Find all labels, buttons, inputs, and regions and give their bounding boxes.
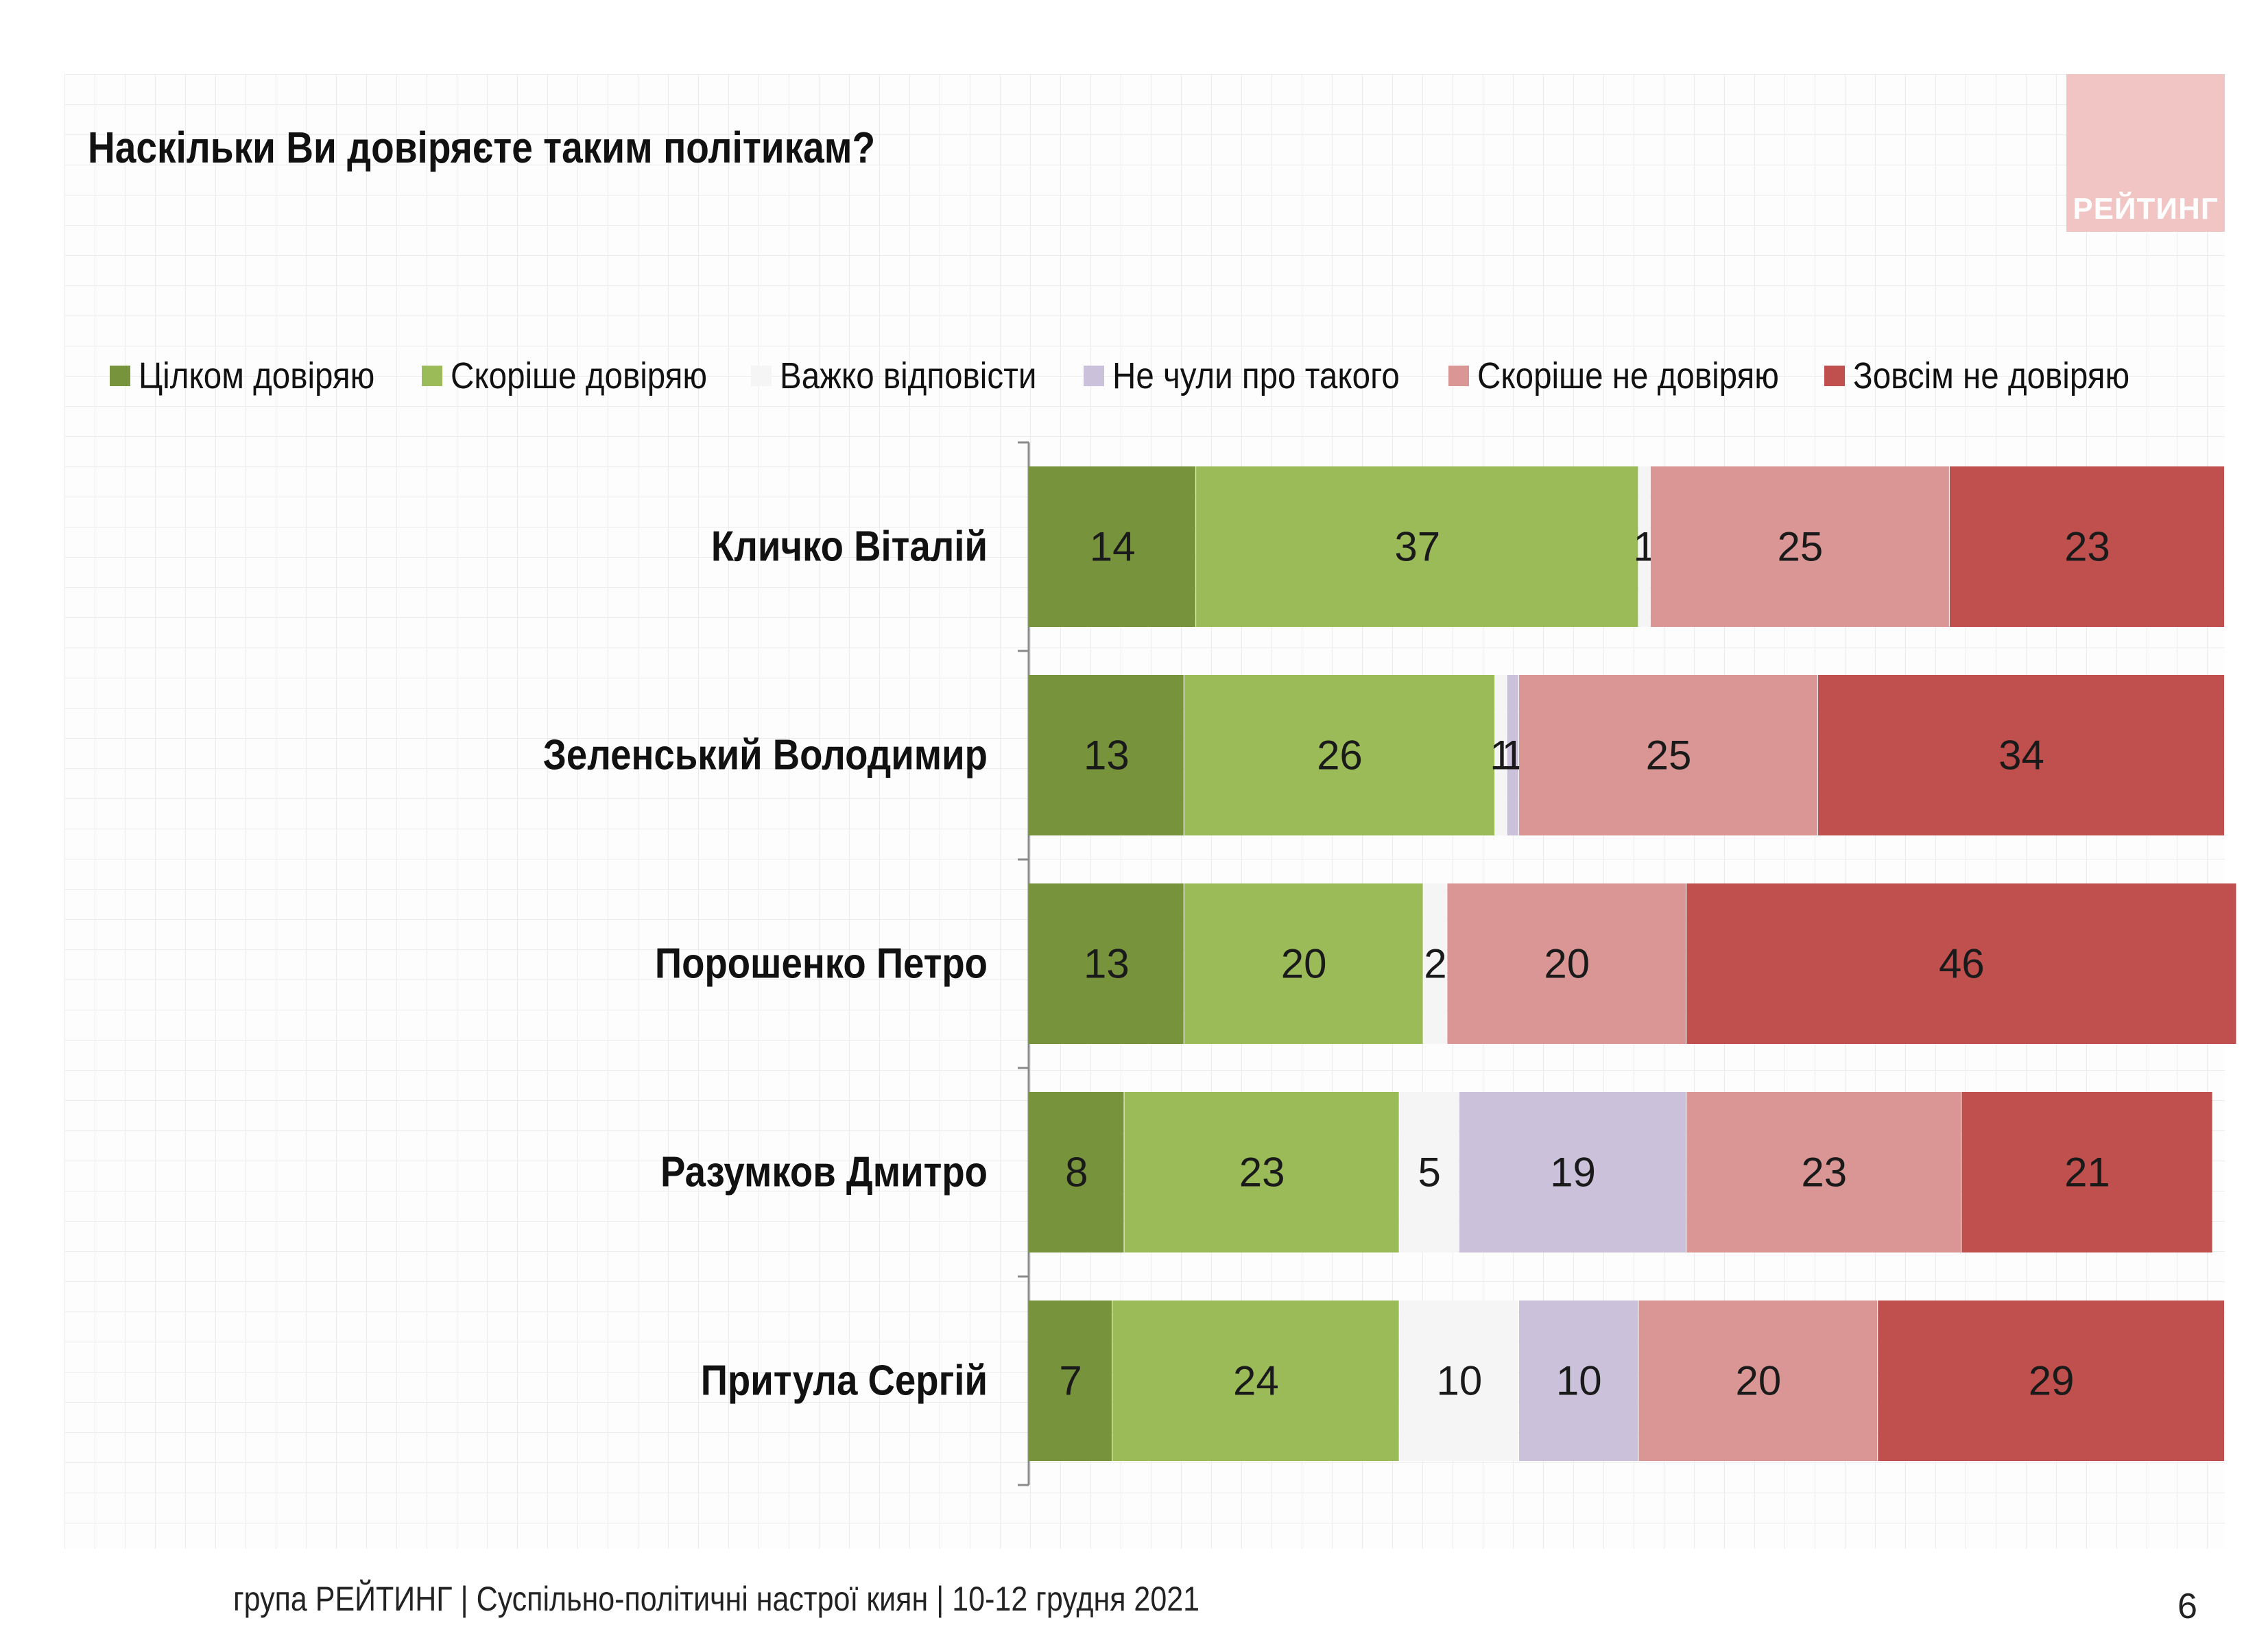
data-label: 19 bbox=[1550, 1150, 1596, 1196]
bar-segment bbox=[1878, 1301, 2224, 1461]
bar-segment bbox=[1495, 675, 1507, 835]
legend-label: Не чули про такого bbox=[1112, 355, 1400, 396]
data-label: 10 bbox=[1436, 1358, 1482, 1404]
legend-item: Цілком довіряю bbox=[110, 348, 407, 403]
data-label: 20 bbox=[1735, 1358, 1781, 1404]
legend-label: Зовсім не довіряю bbox=[1853, 355, 2130, 396]
bar-segment bbox=[1399, 1301, 1519, 1461]
data-label: 20 bbox=[1544, 941, 1590, 987]
category-label: Зеленський Володимир bbox=[543, 731, 988, 779]
brand-logo: РЕЙТИНГ bbox=[2066, 74, 2225, 232]
data-label: 25 bbox=[1646, 733, 1692, 779]
category-label: Притула Сергій bbox=[701, 1357, 988, 1404]
data-label: 23 bbox=[2064, 524, 2110, 570]
legend-item: Скоріше не довіряю bbox=[1448, 348, 1820, 403]
data-label: 2 bbox=[1424, 941, 1446, 987]
bar-segment bbox=[1029, 1301, 1112, 1461]
page-number: 6 bbox=[2177, 1587, 2197, 1626]
footer-source: група РЕЙТИНГ | Суспільно-політичні наст… bbox=[233, 1580, 1200, 1618]
data-label: 37 bbox=[1394, 524, 1440, 570]
logo-text: РЕЙТИНГ bbox=[2073, 192, 2219, 226]
data-label: 5 bbox=[1418, 1150, 1441, 1196]
legend-swatch bbox=[1824, 366, 1845, 386]
legend-label: Важко відповісти bbox=[780, 355, 1037, 396]
data-label: 25 bbox=[1778, 524, 1824, 570]
legend-item: Не чули про такого bbox=[1084, 348, 1439, 403]
legend-item: Зовсім не довіряю bbox=[1824, 348, 2167, 403]
data-label: 8 bbox=[1065, 1150, 1088, 1196]
bar-segment bbox=[1459, 1092, 1686, 1252]
data-label: 20 bbox=[1281, 941, 1327, 987]
bar-segment bbox=[1124, 1092, 1399, 1252]
data-label: 14 bbox=[1090, 524, 1136, 570]
legend-label: Скоріше не довіряю bbox=[1477, 355, 1779, 396]
bar-segment bbox=[1029, 675, 1184, 835]
legend-swatch bbox=[422, 366, 442, 386]
bar-segment bbox=[1447, 883, 1686, 1044]
bar-segment bbox=[1638, 1301, 1878, 1461]
legend-item: Важко відповісти bbox=[751, 348, 1072, 403]
bar-segment bbox=[1029, 466, 1196, 627]
bar-segment bbox=[1184, 883, 1423, 1044]
data-label: 34 bbox=[1998, 733, 2044, 779]
legend-swatch bbox=[1084, 366, 1104, 386]
data-label: 23 bbox=[1801, 1150, 1847, 1196]
bar-segment bbox=[1961, 1092, 2212, 1252]
bar-segment bbox=[1112, 1301, 1399, 1461]
category-label: Кличко Віталій bbox=[711, 523, 988, 570]
data-label: 29 bbox=[2029, 1358, 2075, 1404]
chart-title: Наскільки Ви довіряєте таким політикам? bbox=[88, 123, 876, 172]
legend-swatch bbox=[110, 366, 130, 386]
bar-segment bbox=[1650, 466, 1949, 627]
legend-item: Скоріше довіряю bbox=[422, 348, 742, 403]
bar-segment bbox=[1818, 675, 2224, 835]
bar-segment bbox=[1196, 466, 1638, 627]
data-label: 26 bbox=[1317, 733, 1363, 779]
legend-swatch bbox=[1448, 366, 1469, 386]
data-label: 13 bbox=[1084, 941, 1130, 987]
data-label: 7 bbox=[1059, 1358, 1082, 1404]
data-label: 46 bbox=[1939, 941, 1985, 987]
bar-segment bbox=[1029, 1092, 1124, 1252]
data-label: 24 bbox=[1233, 1358, 1279, 1404]
legend-label: Цілком довіряю bbox=[139, 355, 375, 396]
category-label: Порошенко Петро bbox=[655, 940, 988, 987]
bar-segment bbox=[1686, 883, 2236, 1044]
category-label: Разумков Дмитро bbox=[660, 1148, 988, 1196]
chart-legend: Цілком довіряю Скоріше довіряю Важко відпо… bbox=[110, 348, 2167, 403]
bar-segment bbox=[1686, 1092, 1961, 1252]
data-label: 10 bbox=[1556, 1358, 1602, 1404]
bar-segment bbox=[1029, 883, 1184, 1044]
bar-segment bbox=[1423, 883, 1447, 1044]
data-label: 13 bbox=[1084, 733, 1130, 779]
bar-segment bbox=[1949, 466, 2224, 627]
bar-segment bbox=[1638, 466, 1650, 627]
bar-segment bbox=[1399, 1092, 1459, 1252]
bar-segment bbox=[1519, 1301, 1638, 1461]
bar-segment bbox=[1507, 675, 1519, 835]
legend-swatch bbox=[751, 366, 772, 386]
bar-segment bbox=[1184, 675, 1495, 835]
data-label: 21 bbox=[2064, 1150, 2110, 1196]
data-label: 23 bbox=[1239, 1150, 1285, 1196]
bar-segment bbox=[1519, 675, 1818, 835]
legend-label: Скоріше довіряю bbox=[451, 355, 708, 396]
